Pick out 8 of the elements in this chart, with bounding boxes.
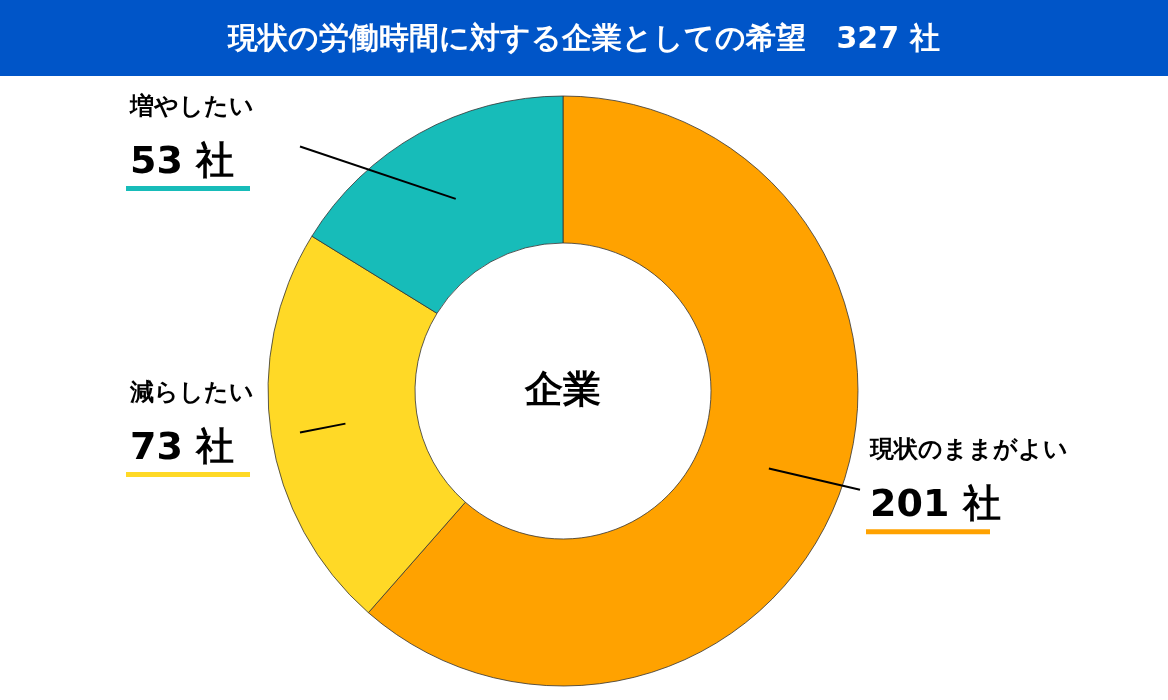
- data-label: 201 社: [870, 480, 1001, 525]
- data-label: 73 社: [130, 423, 235, 468]
- chart-title: 現状の労働時間に対する企業としての希望 327 社: [0, 0, 1168, 76]
- text: 企業: [524, 367, 601, 411]
- slice-label: 現状のままがよい: [869, 434, 1068, 463]
- slice-label: 増やしたい: [129, 91, 254, 120]
- slice-label: 減らしたい: [129, 377, 254, 406]
- data-label: 53 社: [130, 137, 235, 182]
